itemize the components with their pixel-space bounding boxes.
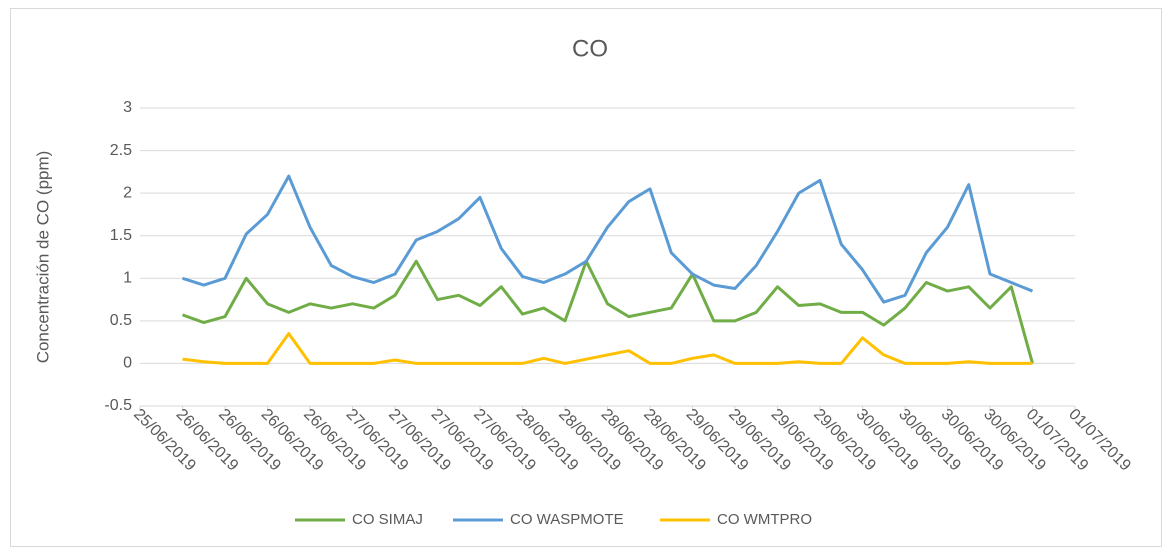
y-tick-label: -0.5 — [104, 397, 132, 414]
y-tick-label: 2.5 — [110, 142, 132, 159]
series-line — [182, 332, 1033, 365]
legend-label: CO SIMAJ — [352, 511, 423, 528]
y-tick-label: 0.5 — [110, 312, 132, 329]
legend-label: CO WASPMOTE — [510, 511, 624, 528]
y-tick-label: 2 — [123, 184, 132, 201]
y-tick-label: 0 — [123, 355, 132, 372]
chart-title: CO — [572, 35, 608, 62]
series-line — [182, 174, 1034, 304]
series-line — [181, 259, 1034, 364]
y-tick-label: 1 — [123, 270, 132, 287]
y-tick-label: 3 — [123, 99, 132, 116]
y-axis-label: Concentración de CO (ppm) — [33, 151, 52, 364]
chart-frame — [10, 8, 1162, 547]
y-tick-label: 1.5 — [110, 227, 132, 244]
legend-label: CO WMTPRO — [717, 511, 812, 528]
